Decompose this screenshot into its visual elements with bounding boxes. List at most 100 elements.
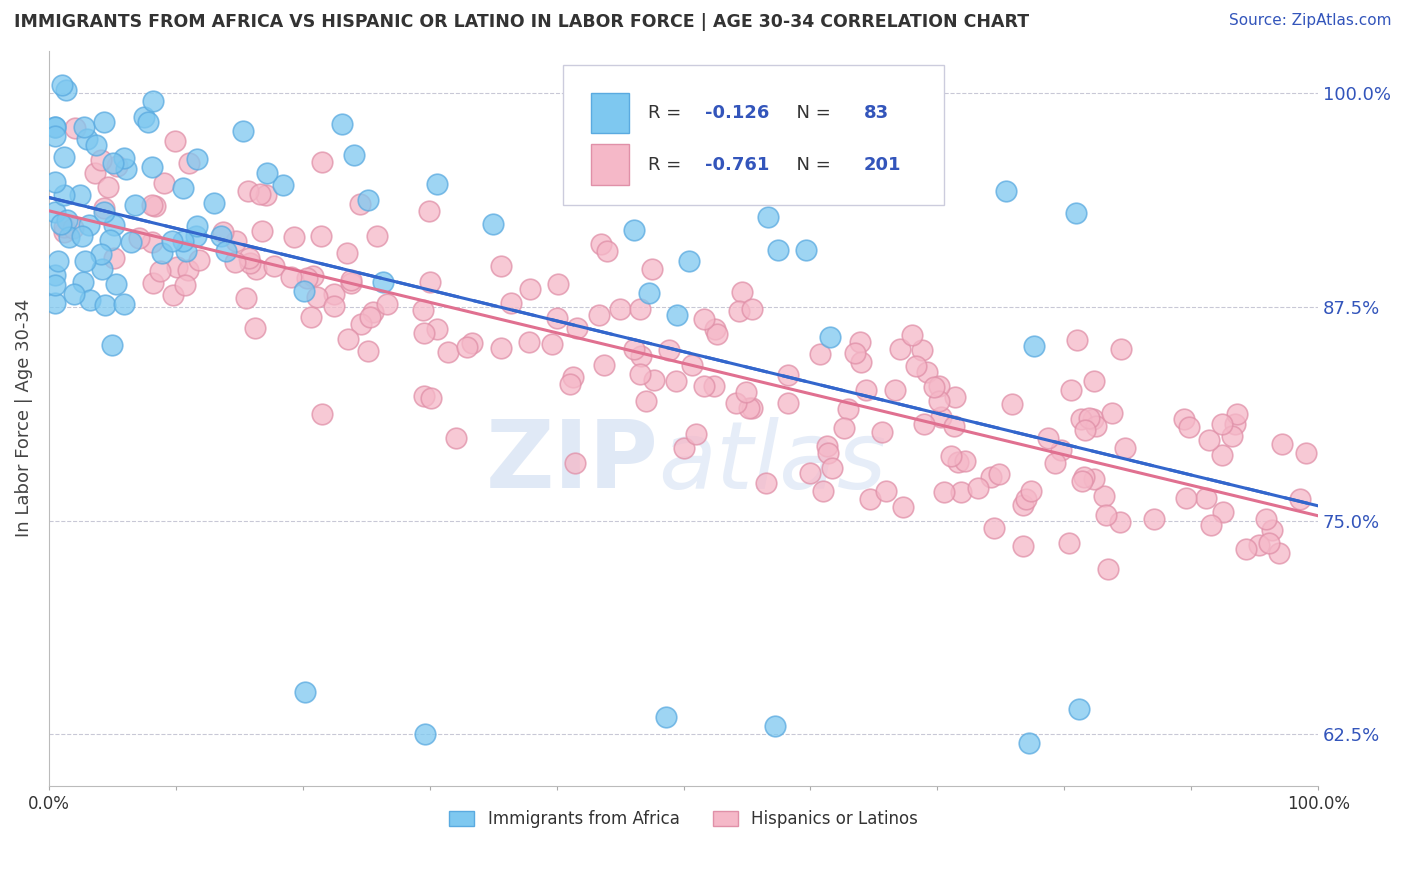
Point (340, 273, 363, 287)
Point (55, 212, 77, 227)
Text: -0.126: -0.126 (706, 104, 769, 122)
Point (322, 287, 344, 301)
Point (911, 343, 934, 357)
Bar (591, 93, 628, 134)
Point (665, 374, 688, 388)
Point (93, 204, 115, 219)
Point (361, 304, 384, 318)
Point (186, 152, 208, 166)
Point (1038, 432, 1060, 446)
Point (1015, 492, 1038, 507)
Point (46, 253, 69, 268)
Point (366, 229, 388, 244)
Point (174, 278, 197, 293)
Point (482, 217, 505, 231)
Point (103, 219, 125, 233)
Point (444, 432, 467, 446)
Point (75, 254, 97, 268)
Point (335, 245, 357, 260)
Text: Source: ZipAtlas.com: Source: ZipAtlas.com (1229, 13, 1392, 29)
Point (821, 461, 844, 475)
Text: 83: 83 (863, 104, 889, 122)
Point (912, 417, 935, 431)
Point (955, 454, 977, 468)
Point (357, 193, 380, 207)
Point (875, 483, 897, 498)
Point (1268, 545, 1291, 559)
Point (1258, 535, 1281, 549)
Point (1050, 443, 1073, 458)
Point (1212, 505, 1234, 519)
Point (1097, 562, 1119, 576)
Point (63, 287, 86, 301)
Point (1084, 419, 1107, 434)
Point (499, 295, 522, 310)
Point (166, 260, 188, 275)
Point (915, 365, 938, 379)
Point (949, 484, 972, 499)
Point (112, 297, 135, 311)
Point (224, 255, 246, 269)
Point (1073, 469, 1095, 483)
Point (86, 137, 108, 152)
Point (1211, 417, 1233, 431)
Point (837, 402, 859, 417)
Point (73, 120, 96, 134)
Point (143, 199, 166, 213)
Point (69, 188, 91, 202)
Point (1083, 472, 1105, 486)
Point (703, 379, 725, 393)
Point (1211, 448, 1233, 462)
Point (666, 308, 689, 322)
Point (225, 235, 247, 249)
Point (149, 264, 172, 278)
Point (238, 251, 260, 265)
Point (52, 188, 75, 202)
Point (628, 367, 651, 381)
Point (412, 303, 434, 318)
Text: R =: R = (648, 104, 688, 122)
Point (44, 129, 66, 144)
Point (1173, 412, 1195, 426)
Point (55, 83, 77, 97)
Point (112, 151, 135, 165)
Point (235, 291, 257, 305)
Point (305, 290, 328, 304)
Point (561, 370, 583, 384)
Point (263, 259, 285, 273)
Point (943, 390, 966, 404)
Point (186, 219, 208, 233)
Point (44, 268, 66, 283)
Point (1234, 542, 1257, 557)
Point (489, 260, 512, 274)
Point (851, 355, 873, 369)
Point (673, 441, 696, 455)
Point (685, 426, 707, 441)
Point (142, 276, 165, 290)
Point (236, 184, 259, 198)
Point (738, 401, 761, 416)
Point (609, 301, 631, 316)
Point (980, 470, 1002, 484)
Point (44, 278, 66, 293)
Point (177, 262, 200, 277)
Y-axis label: In Labor Force | Age 30-34: In Labor Force | Age 30-34 (15, 299, 32, 537)
Point (163, 134, 186, 148)
Point (323, 299, 346, 313)
Point (1092, 490, 1115, 504)
Point (330, 117, 353, 131)
Point (44, 295, 66, 310)
Point (209, 228, 232, 243)
Point (105, 277, 128, 292)
Point (91, 261, 114, 276)
Point (883, 383, 905, 397)
Point (1175, 491, 1198, 506)
Point (891, 500, 914, 514)
Point (756, 211, 779, 225)
Point (412, 389, 434, 403)
Point (1057, 536, 1080, 550)
Point (349, 197, 371, 211)
Point (44, 120, 66, 134)
Point (336, 332, 359, 346)
Point (115, 161, 138, 176)
